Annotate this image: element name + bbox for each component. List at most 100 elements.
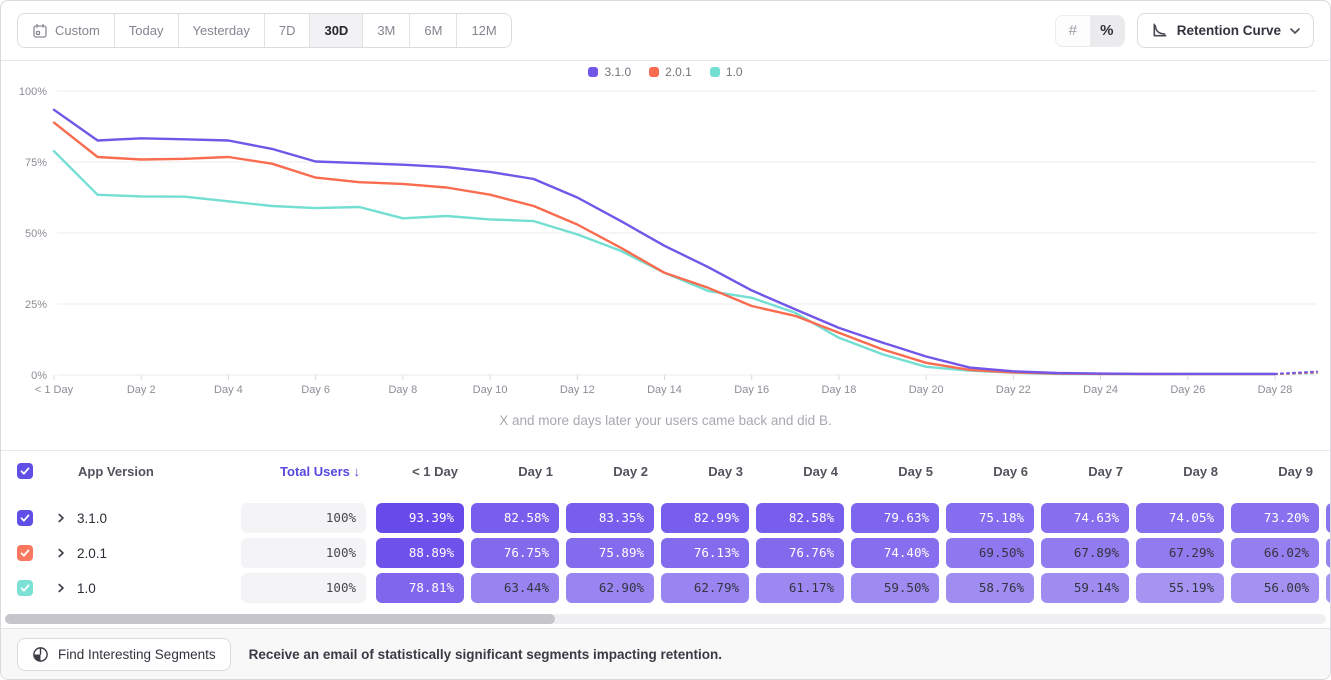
retention-cell[interactable]: 62.90% <box>566 573 654 603</box>
retention-cell[interactable]: 76.13% <box>661 538 749 568</box>
retention-cell[interactable]: 63.48% <box>1326 538 1330 568</box>
y-axis-label: 50% <box>25 228 47 240</box>
date-range-30d[interactable]: 30D <box>310 14 364 47</box>
retention-cell[interactable]: 74.63% <box>1041 503 1129 533</box>
chart-legend: 3.1.0 2.0.1 1.0 <box>1 65 1330 79</box>
retention-cell[interactable]: 69.50% <box>946 538 1034 568</box>
footer-bar: Find Interesting Segments Receive an ema… <box>1 628 1330 679</box>
column-header--1-day[interactable]: < 1 Day <box>412 463 458 479</box>
expand-row-icon[interactable] <box>56 512 68 524</box>
total-users-cell[interactable]: 100% <box>241 538 366 568</box>
retention-cell[interactable]: 71.52% <box>1326 503 1330 533</box>
find-interesting-segments-button[interactable]: Find Interesting Segments <box>17 637 231 671</box>
expand-row-icon[interactable] <box>56 582 68 594</box>
expand-row-icon[interactable] <box>56 547 68 559</box>
retention-cell[interactable]: 55.19% <box>1136 573 1224 603</box>
column-header-day-8[interactable]: Day 8 <box>1183 463 1218 479</box>
retention-cell[interactable]: 82.58% <box>756 503 844 533</box>
retention-cell[interactable]: 82.99% <box>661 503 749 533</box>
retention-cell[interactable]: 67.89% <box>1041 538 1129 568</box>
chart-type-dropdown[interactable]: Retention Curve <box>1136 13 1314 48</box>
column-header-total-users[interactable]: Total Users ↓ <box>280 463 361 479</box>
total-users-cell[interactable]: 100% <box>241 503 366 533</box>
app-version-value: 3.1.0 <box>77 510 108 526</box>
retention-cell[interactable]: 88.89% <box>376 538 464 568</box>
total-users-cell[interactable]: 100% <box>241 573 366 603</box>
retention-cell[interactable]: 59.50% <box>851 573 939 603</box>
app-version-value: 1.0 <box>77 580 96 596</box>
horizontal-scrollbar-thumb[interactable] <box>5 614 555 624</box>
retention-cell[interactable]: 56.00% <box>1231 573 1319 603</box>
x-axis-label: Day 4 <box>214 384 243 396</box>
column-header-day-7[interactable]: Day 7 <box>1088 463 1123 479</box>
retention-cell[interactable]: 75.89% <box>566 538 654 568</box>
x-axis-label: Day 18 <box>821 384 856 396</box>
table-row-1.0: 1.0 100% 78.81% 63.44% 62.90% 62.79% 61.17% 59.… <box>1 573 1330 603</box>
series-dashed-tail-3.1.0 <box>1274 370 1318 375</box>
date-range-3m[interactable]: 3M <box>363 14 411 47</box>
retention-cell[interactable]: 76.75% <box>471 538 559 568</box>
retention-cell[interactable]: 74.40% <box>851 538 939 568</box>
x-axis-label: Day 20 <box>909 384 944 396</box>
select-all-checkbox[interactable] <box>17 463 33 479</box>
calendar-icon <box>32 23 48 39</box>
retention-cell[interactable]: 75.18% <box>946 503 1034 533</box>
retention-cell[interactable]: 76.76% <box>756 538 844 568</box>
x-axis-label: Day 12 <box>560 384 595 396</box>
column-header-day-9[interactable]: Day 9 <box>1278 463 1313 479</box>
column-header-day-4[interactable]: Day 4 <box>803 463 838 479</box>
horizontal-scrollbar-track[interactable] <box>5 614 1326 624</box>
retention-line-chart: 100% 75% 50% 25% 0% < 1 Day Day 2 Day 4 Day 6 Day… <box>19 86 1318 396</box>
retention-cell[interactable]: 83.35% <box>566 503 654 533</box>
retention-cell[interactable]: 67.29% <box>1136 538 1224 568</box>
row-checkbox[interactable] <box>17 510 33 526</box>
percentage-toggle[interactable]: % <box>1089 15 1124 46</box>
chart-type-label: Retention Curve <box>1176 23 1281 38</box>
retention-cell[interactable]: 93.39% <box>376 503 464 533</box>
y-axis-label: 100% <box>19 86 47 98</box>
column-header-day-2[interactable]: Day 2 <box>613 463 648 479</box>
retention-cell[interactable]: 66.02% <box>1231 538 1319 568</box>
legend-item-2.0.1[interactable]: 2.0.1 <box>649 65 692 79</box>
column-header-app-version[interactable]: App Version <box>78 463 154 479</box>
column-header-day-10[interactable]: Day 10 <box>1326 464 1330 479</box>
table-header-row: App Version Total Users ↓ < 1 Day Day 1 Da… <box>1 451 1330 491</box>
retention-cell[interactable]: 73.20% <box>1231 503 1319 533</box>
retention-cell[interactable]: 82.58% <box>471 503 559 533</box>
table-row-2.0.1: 2.0.1 100% 88.89% 76.75% 75.89% 76.13% 76.76% 7… <box>1 538 1330 568</box>
app-version-value: 2.0.1 <box>77 545 108 561</box>
x-axis-label: Day 24 <box>1083 384 1118 396</box>
retention-cell[interactable]: 63.44% <box>471 573 559 603</box>
column-header-day-1[interactable]: Day 1 <box>518 463 553 479</box>
retention-cell[interactable]: 74.05% <box>1136 503 1224 533</box>
date-range-yesterday[interactable]: Yesterday <box>178 14 265 47</box>
column-header-day-6[interactable]: Day 6 <box>993 463 1028 479</box>
x-axis-label: Day 16 <box>734 384 769 396</box>
legend-item-1.0[interactable]: 1.0 <box>709 65 743 79</box>
retention-cell[interactable]: 62.79% <box>661 573 749 603</box>
date-range-7d[interactable]: 7D <box>264 14 311 47</box>
column-header-day-3[interactable]: Day 3 <box>708 463 743 479</box>
legend-item-3.1.0[interactable]: 3.1.0 <box>588 65 631 79</box>
row-checkbox[interactable] <box>17 545 33 561</box>
absolute-numbers-toggle[interactable]: # <box>1055 15 1090 46</box>
retention-cell[interactable]: 61.17% <box>756 573 844 603</box>
retention-cell[interactable]: 58.76% <box>946 573 1034 603</box>
row-checkbox[interactable] <box>17 580 33 596</box>
date-range-today[interactable]: Today <box>114 14 179 47</box>
column-header-day-5[interactable]: Day 5 <box>898 463 933 479</box>
sort-descending-icon: ↓ <box>353 463 361 479</box>
retention-cell[interactable]: 78.81% <box>376 573 464 603</box>
retention-cell[interactable]: 54.76% <box>1326 573 1330 603</box>
date-range-12m[interactable]: 12M <box>457 14 511 47</box>
retention-cell[interactable]: 79.63% <box>851 503 939 533</box>
retention-curve-icon <box>1151 22 1168 39</box>
unit-toggle: # % <box>1054 14 1125 47</box>
series-line-3.1.0 <box>52 108 1277 376</box>
series-line-2.0.1 <box>52 121 1277 376</box>
date-range-6m[interactable]: 6M <box>410 14 458 47</box>
date-range-custom[interactable]: Custom <box>18 14 115 47</box>
legend-swatch <box>649 67 660 77</box>
retention-cell[interactable]: 59.14% <box>1041 573 1129 603</box>
